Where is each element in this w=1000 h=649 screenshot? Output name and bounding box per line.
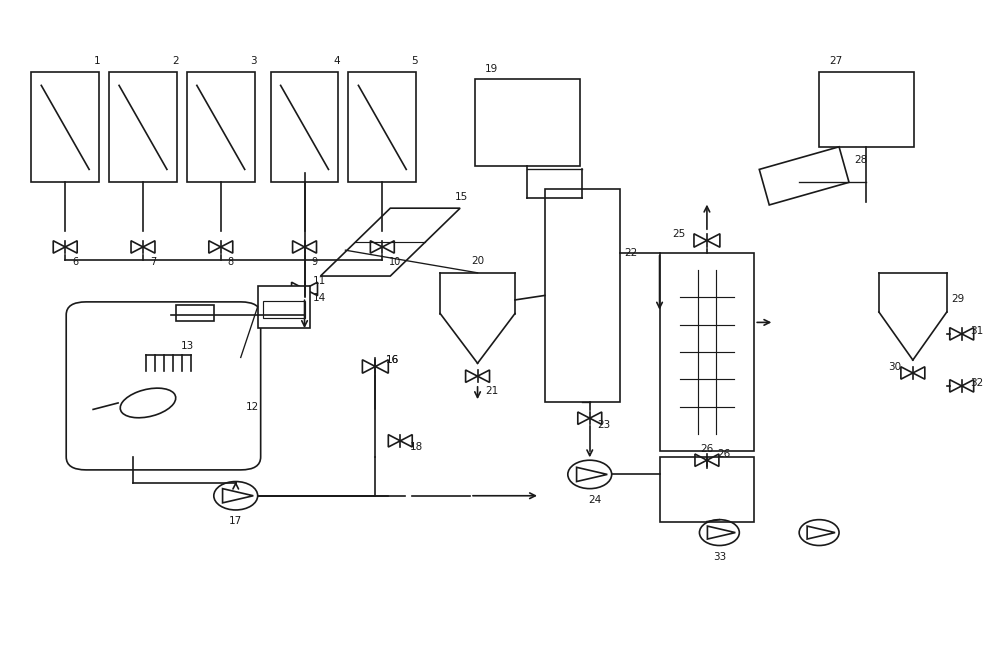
FancyBboxPatch shape	[31, 73, 99, 182]
Text: 5: 5	[411, 56, 418, 66]
Text: 21: 21	[486, 386, 499, 396]
Text: 3: 3	[250, 56, 256, 66]
FancyBboxPatch shape	[545, 189, 620, 402]
Text: 27: 27	[829, 56, 842, 66]
Text: 7: 7	[150, 256, 156, 267]
FancyBboxPatch shape	[66, 302, 261, 470]
FancyBboxPatch shape	[263, 301, 305, 318]
FancyBboxPatch shape	[187, 73, 255, 182]
Text: 14: 14	[313, 293, 326, 303]
Text: 18: 18	[410, 442, 424, 452]
FancyBboxPatch shape	[680, 269, 734, 434]
FancyBboxPatch shape	[109, 73, 177, 182]
Text: 24: 24	[588, 495, 601, 505]
Text: 2: 2	[172, 56, 179, 66]
Text: 20: 20	[471, 256, 484, 266]
Text: 26: 26	[700, 444, 714, 454]
Text: 9: 9	[312, 256, 318, 267]
Text: 16: 16	[385, 355, 399, 365]
FancyBboxPatch shape	[660, 457, 754, 522]
Text: 19: 19	[485, 64, 498, 74]
Text: 11: 11	[313, 276, 326, 286]
FancyBboxPatch shape	[176, 305, 214, 321]
Text: 26: 26	[717, 448, 730, 459]
Text: 32: 32	[970, 378, 983, 387]
Text: 22: 22	[625, 248, 638, 258]
Text: 31: 31	[970, 326, 983, 336]
Text: 17: 17	[229, 517, 242, 526]
Text: 10: 10	[389, 256, 402, 267]
FancyBboxPatch shape	[660, 253, 754, 450]
Text: 1: 1	[94, 56, 101, 66]
FancyBboxPatch shape	[271, 73, 338, 182]
Text: 4: 4	[333, 56, 340, 66]
FancyBboxPatch shape	[258, 286, 310, 328]
Text: 25: 25	[672, 229, 685, 239]
Text: 8: 8	[228, 256, 234, 267]
Text: 16: 16	[385, 355, 399, 365]
Text: 28: 28	[854, 154, 867, 165]
Text: 23: 23	[598, 420, 611, 430]
FancyBboxPatch shape	[819, 73, 914, 147]
FancyBboxPatch shape	[348, 73, 416, 182]
Text: 6: 6	[72, 256, 78, 267]
Text: 33: 33	[713, 552, 726, 562]
Text: 13: 13	[181, 341, 194, 351]
FancyBboxPatch shape	[475, 79, 580, 166]
Text: 29: 29	[952, 294, 965, 304]
Text: 30: 30	[888, 361, 901, 371]
Text: 15: 15	[455, 191, 468, 202]
Text: 12: 12	[246, 402, 259, 412]
